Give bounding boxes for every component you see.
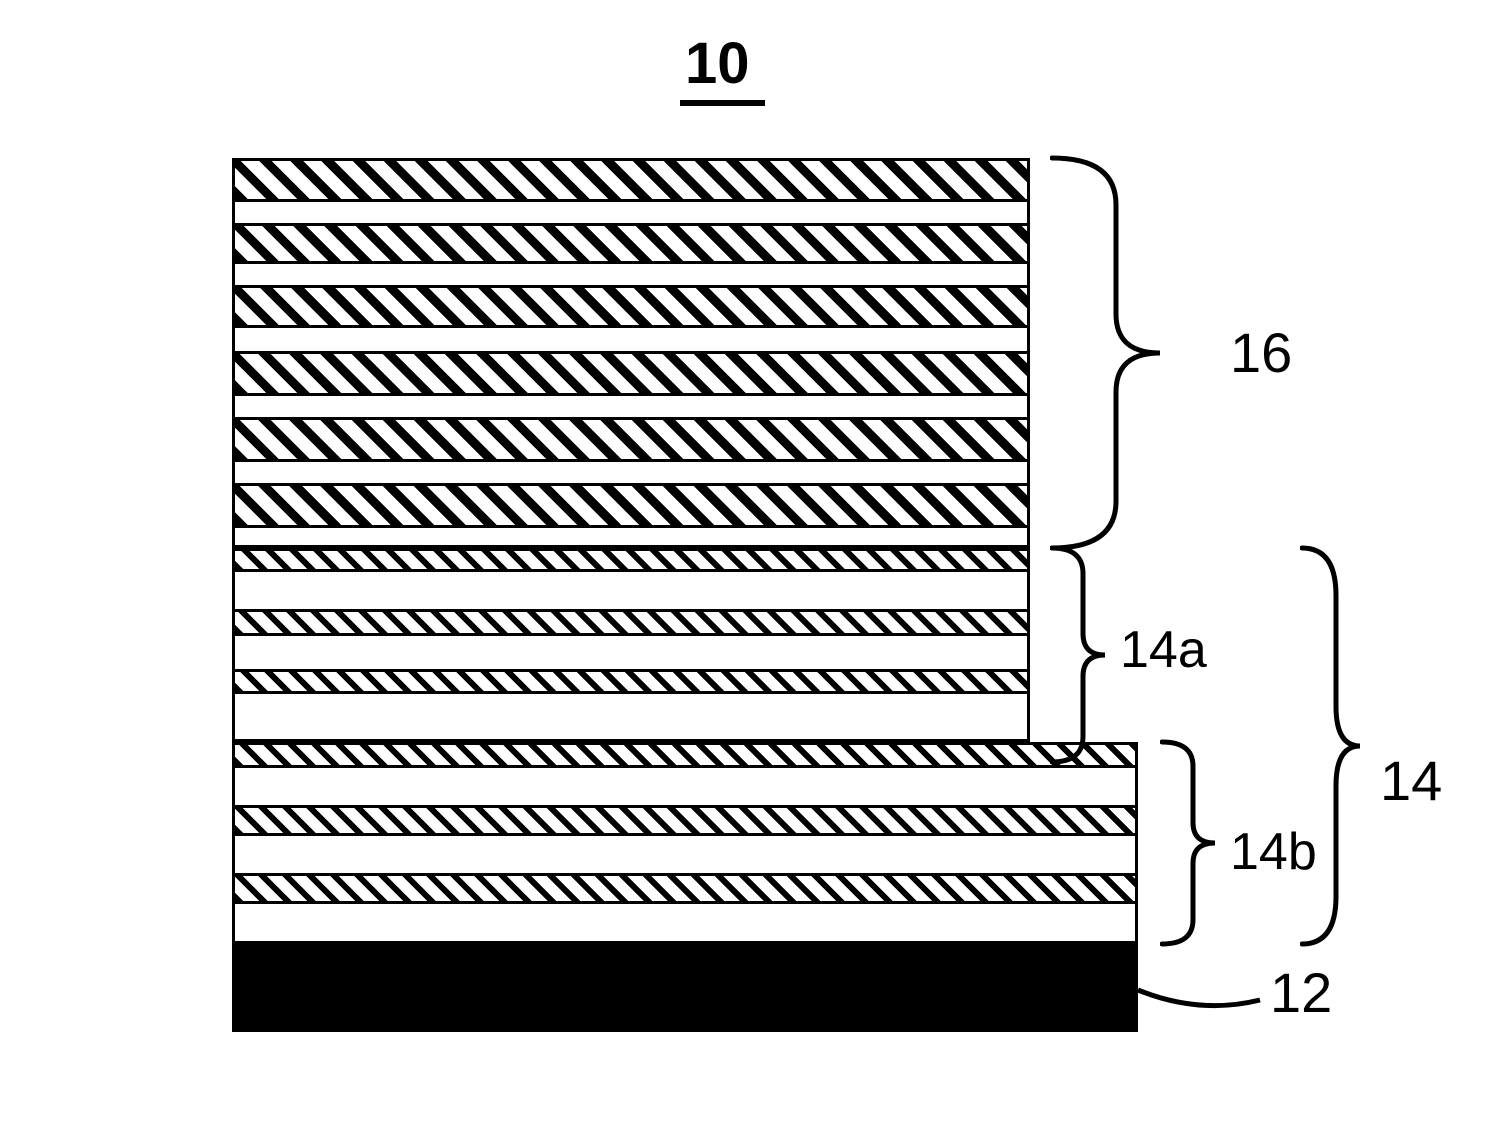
callout-label-14a: 14a — [1120, 620, 1207, 680]
region-16-layer-9 — [232, 462, 1030, 486]
region-14a-layer-1 — [232, 572, 1030, 612]
region-14b-layer-1 — [232, 768, 1138, 808]
diagram-canvas: 10 16 14a 14b 14 12 — [0, 0, 1509, 1129]
brace-16 — [1050, 153, 1180, 553]
region-16-layer-10 — [232, 486, 1030, 528]
callout-label-12: 12 — [1270, 960, 1332, 1025]
region-16-layer-1 — [232, 202, 1030, 226]
region-14a-layer-5 — [232, 694, 1030, 742]
region-14b-layer-4 — [232, 876, 1138, 904]
callout-label-14b: 14b — [1230, 822, 1317, 882]
callout-label-14: 14 — [1380, 748, 1442, 813]
region-14a-layer-4 — [232, 672, 1030, 694]
region-16-layer-2 — [232, 226, 1030, 264]
callout-label-16: 16 — [1230, 320, 1292, 385]
region-14b-layer-0 — [232, 742, 1138, 768]
brace-14 — [1300, 543, 1380, 949]
region-16-layer-3 — [232, 264, 1030, 288]
region-16-layer-7 — [232, 396, 1030, 420]
region-16-layer-0 — [232, 158, 1030, 202]
region-14b-layer-5 — [232, 904, 1138, 944]
brace-14b — [1160, 737, 1235, 949]
region-16-layer-11 — [232, 528, 1030, 548]
region-14b-layer-3 — [232, 836, 1138, 876]
region-14a-layer-0 — [232, 548, 1030, 572]
figure-title-underline — [680, 100, 765, 106]
region-14a-layer-3 — [232, 636, 1030, 672]
substrate-12 — [232, 944, 1138, 1032]
region-14a-layer-2 — [232, 612, 1030, 636]
region-14b-layer-2 — [232, 808, 1138, 836]
brace-14a — [1050, 543, 1125, 767]
region-16-layer-8 — [232, 420, 1030, 462]
figure-title: 10 — [685, 30, 750, 97]
region-16-layer-6 — [232, 354, 1030, 396]
region-16-layer-5 — [232, 328, 1030, 354]
region-16-layer-4 — [232, 288, 1030, 328]
